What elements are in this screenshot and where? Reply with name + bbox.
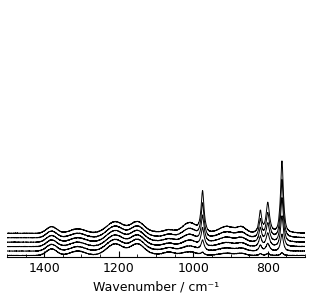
X-axis label: Wavenumber / cm⁻¹: Wavenumber / cm⁻¹: [93, 280, 219, 293]
